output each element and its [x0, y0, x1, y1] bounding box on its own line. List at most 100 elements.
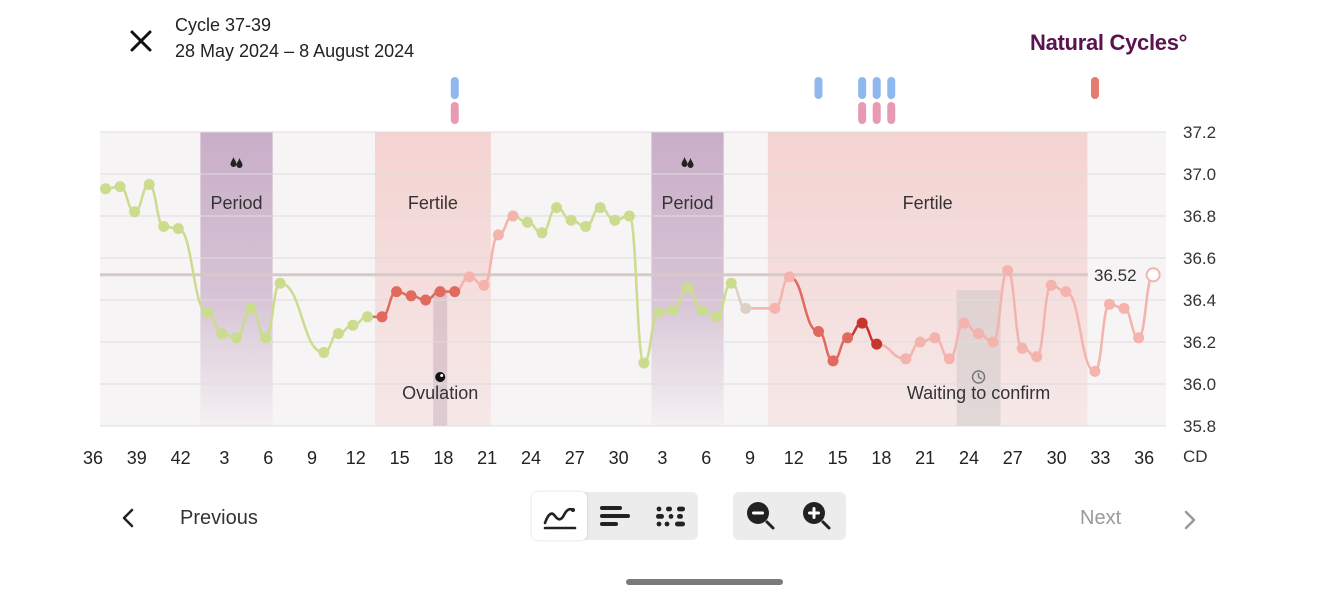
x-tick-label: 15: [390, 448, 410, 468]
cycle-title: Cycle 37-39: [175, 15, 272, 35]
ovulation-icon: [435, 372, 446, 382]
dot-view-button[interactable]: [642, 492, 697, 540]
chevron-right-icon: [1184, 510, 1196, 530]
fertile-label: Fertile: [408, 193, 458, 213]
test-marker: [450, 102, 459, 124]
line-chart-icon: [543, 507, 576, 530]
temperature-point: [522, 216, 533, 228]
temperature-point: [638, 357, 650, 369]
clock-icon: [971, 370, 986, 384]
y-tick-label: 36.2: [1183, 333, 1216, 352]
temperature-point: [361, 311, 373, 323]
temperature-point: [114, 181, 126, 193]
temperature-point: [973, 328, 985, 340]
temperature-point: [260, 332, 272, 344]
temperature-point: [158, 221, 170, 232]
x-tick-label: 36: [1134, 448, 1154, 468]
close-icon: [130, 30, 152, 52]
zoom-controls: [733, 492, 846, 540]
x-tick-label: 24: [521, 448, 541, 468]
annotation-band: [956, 290, 1001, 426]
temperature-point: [245, 302, 257, 314]
temperature-point: [594, 202, 606, 214]
temperature-chart[interactable]: Period Fertile Period Fertile 36.52 Ovulation…: [0, 70, 1333, 470]
cycle-date-range: 28 May 2024 – 8 August 2024: [175, 41, 415, 61]
y-tick-label: 36.6: [1183, 249, 1216, 268]
test-marker: [1090, 77, 1099, 99]
x-tick-label: 33: [1090, 448, 1110, 468]
temperature-point: [507, 210, 519, 222]
temperature-line: [628, 214, 646, 365]
next-button[interactable]: Next: [1080, 498, 1199, 538]
temperature-point: [143, 179, 155, 190]
x-tick-label: 15: [828, 448, 848, 468]
temperature-point: [449, 286, 461, 298]
temperature-point: [580, 221, 592, 232]
temperature-point: [1016, 342, 1028, 354]
x-tick-label: 18: [433, 448, 453, 468]
temperature-point: [434, 286, 446, 298]
temperature-point: [871, 338, 883, 350]
temperature-point: [623, 210, 635, 222]
temperature-line: [279, 281, 325, 354]
temperature-point: [274, 277, 286, 289]
period-zone: [651, 132, 724, 426]
test-marker: [450, 77, 459, 99]
x-tick-label: 27: [1003, 448, 1023, 468]
temperature-point: [740, 302, 752, 314]
temperature-point: [201, 307, 213, 319]
temperature-point: [216, 328, 228, 340]
temperature-point: [900, 353, 912, 365]
x-tick-label: 21: [915, 448, 935, 468]
annotation-band: [433, 290, 448, 426]
temperature-point: [551, 202, 563, 214]
temperature-point: [856, 317, 868, 329]
temperature-point: [914, 336, 926, 348]
x-tick-label: 36: [83, 448, 103, 468]
bar-view-icon: [599, 506, 630, 526]
blood-drop-icon: [681, 157, 694, 168]
zoom-in-button[interactable]: [789, 492, 845, 540]
close-button[interactable]: [126, 26, 156, 56]
line-view-button[interactable]: [532, 492, 587, 540]
temperature-point: [376, 311, 388, 323]
temperature-point: [1145, 267, 1161, 283]
temperature-point: [667, 305, 679, 316]
y-tick-label: 36.4: [1183, 291, 1216, 310]
test-marker: [814, 77, 823, 99]
previous-button[interactable]: Previous: [120, 498, 258, 538]
x-tick-label: 30: [609, 448, 629, 468]
x-tick-label: 18: [871, 448, 891, 468]
temperature-point: [813, 326, 824, 337]
fertile-zone: [767, 132, 1088, 426]
x-tick-label: 9: [745, 448, 755, 468]
temperature-point: [1002, 265, 1014, 277]
temperature-point: [725, 277, 737, 289]
test-marker: [887, 102, 896, 124]
temperature-point: [231, 332, 242, 344]
temperature-point: [1045, 279, 1057, 291]
y-tick-label: 37.2: [1183, 123, 1216, 142]
x-tick-label: 6: [263, 448, 273, 468]
x-tick-label: 6: [701, 448, 711, 468]
test-marker: [858, 102, 867, 124]
temperature-point: [1031, 351, 1043, 363]
temperature-point: [696, 305, 708, 316]
temperature-point: [769, 302, 781, 314]
temperature-point: [1060, 286, 1072, 298]
zoom-out-button[interactable]: [733, 492, 789, 540]
bar-view-button[interactable]: [587, 492, 642, 540]
chevron-left-icon: [122, 508, 134, 528]
temperature-point: [652, 307, 664, 319]
x-tick-label: 9: [307, 448, 317, 468]
temperature-point: [827, 355, 839, 367]
brand-logo: Natural Cycles°: [1030, 30, 1188, 55]
temperature-point: [405, 290, 417, 302]
temperature-point: [1089, 365, 1101, 377]
x-tick-label: 3: [657, 448, 667, 468]
temperature-point: [463, 271, 475, 283]
x-tick-label: 12: [784, 448, 804, 468]
annotation-label: Ovulation: [402, 383, 478, 403]
x-tick-label: 21: [477, 448, 497, 468]
temperature-point: [172, 223, 184, 235]
